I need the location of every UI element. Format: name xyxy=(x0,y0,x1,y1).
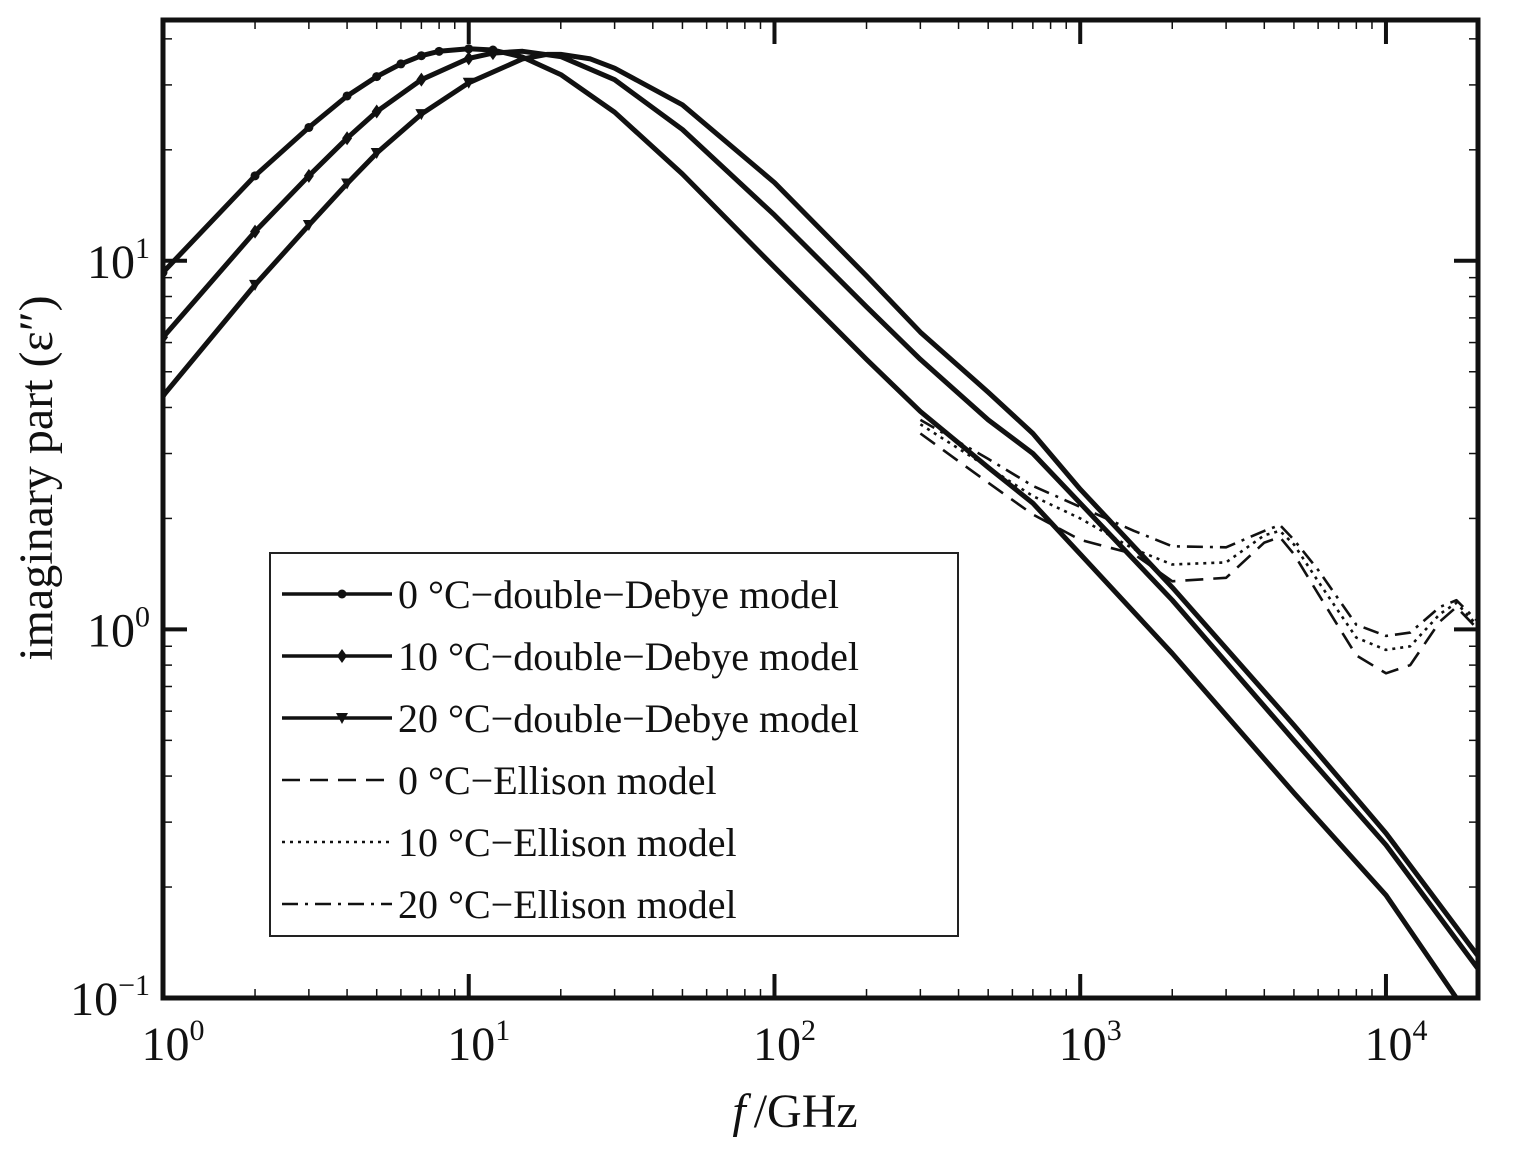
legend-label: 0 °C−double−Debye model xyxy=(398,572,839,617)
legend-label: 10 °C−double−Debye model xyxy=(398,634,859,679)
series-0-c-double-debye-model-point xyxy=(416,51,426,61)
series-20-c-double-debye-model-point xyxy=(370,148,383,160)
legend-item: 0 °C−double−Debye model xyxy=(282,572,839,617)
legend-marker xyxy=(337,589,347,599)
y-tick-label: 101 xyxy=(87,232,150,289)
legend-label: 10 °C−Ellison model xyxy=(398,820,737,865)
series-0-c-ellison-model xyxy=(919,432,1478,675)
plot-area xyxy=(163,44,1478,998)
x-axis-title-italic: f xyxy=(732,1085,751,1138)
y-tick-label: 100 xyxy=(87,600,150,657)
series-0-c-double-debye-model-point xyxy=(434,46,444,56)
series-layer xyxy=(163,44,1478,998)
legend-label: 20 °C−double−Debye model xyxy=(398,696,859,741)
legend-item: 10 °C−double−Debye model xyxy=(282,634,859,679)
series-0-c-double-debye-model-line xyxy=(163,46,1459,998)
series-20-c-ellison-model-line xyxy=(919,418,1478,638)
series-20-c-ellison-model xyxy=(919,418,1478,638)
legend-item: 20 °C−Ellison model xyxy=(282,882,737,927)
legend-label: 20 °C−Ellison model xyxy=(398,882,737,927)
series-0-c-double-debye-model-point xyxy=(464,44,474,54)
series-10-c-double-debye-model-point xyxy=(342,131,353,146)
series-20-c-double-debye-model-point xyxy=(249,279,262,291)
series-10-c-double-debye-model-point xyxy=(487,46,498,61)
series-0-c-ellison-model-line xyxy=(919,432,1478,675)
legend-item: 20 °C−double−Debye model xyxy=(282,696,859,741)
x-axis-title: f/GHz xyxy=(732,1085,857,1138)
series-10-c-ellison-model xyxy=(919,423,1478,652)
legend-item: 0 °C−Ellison model xyxy=(282,758,717,803)
x-tick-label: 103 xyxy=(1059,1014,1122,1071)
legend-item: 10 °C−Ellison model xyxy=(282,820,737,865)
y-tick-label: 10−1 xyxy=(70,969,150,1026)
x-tick-label: 101 xyxy=(447,1014,510,1071)
series-10-c-ellison-model-line xyxy=(919,423,1478,652)
series-0-c-double-debye-model-point xyxy=(250,171,260,181)
series-20-c-double-debye-model-line xyxy=(163,51,1478,958)
series-10-c-double-debye-model-point xyxy=(371,104,382,119)
y-axis-title: imaginary part (ε″) xyxy=(10,295,63,660)
series-20-c-double-debye-model-point xyxy=(302,220,315,232)
series-10-c-double-debye-model-point xyxy=(250,224,261,239)
series-0-c-double-debye-model-point xyxy=(342,91,352,101)
series-20-c-double-debye-model xyxy=(163,51,1478,958)
legend-label: 0 °C−Ellison model xyxy=(398,758,717,803)
x-axis-title-rest: /GHz xyxy=(754,1085,858,1138)
legend-marker xyxy=(337,649,347,663)
legend: 0 °C−double−Debye model 10 °C−double−Deby… xyxy=(269,552,959,937)
legend-marker xyxy=(336,713,348,724)
series-0-c-double-debye-model-point xyxy=(372,72,382,82)
plot-frame xyxy=(160,17,1481,1001)
series-10-c-double-debye-model-point xyxy=(303,168,314,183)
series-10-c-double-debye-model-point xyxy=(463,51,474,66)
series-0-c-double-debye-model-point xyxy=(396,59,406,69)
series-20-c-double-debye-model-point xyxy=(462,77,475,89)
series-20-c-double-debye-model-point xyxy=(341,178,354,190)
series-0-c-double-debye-model-point xyxy=(304,122,314,132)
legend-box xyxy=(269,552,959,937)
series-10-c-double-debye-model-point xyxy=(416,72,427,87)
x-tick-label: 100 xyxy=(142,1014,205,1071)
x-tick-label: 104 xyxy=(1364,1014,1427,1071)
x-tick-label: 102 xyxy=(753,1014,816,1071)
series-20-c-double-debye-model-point xyxy=(415,109,428,121)
